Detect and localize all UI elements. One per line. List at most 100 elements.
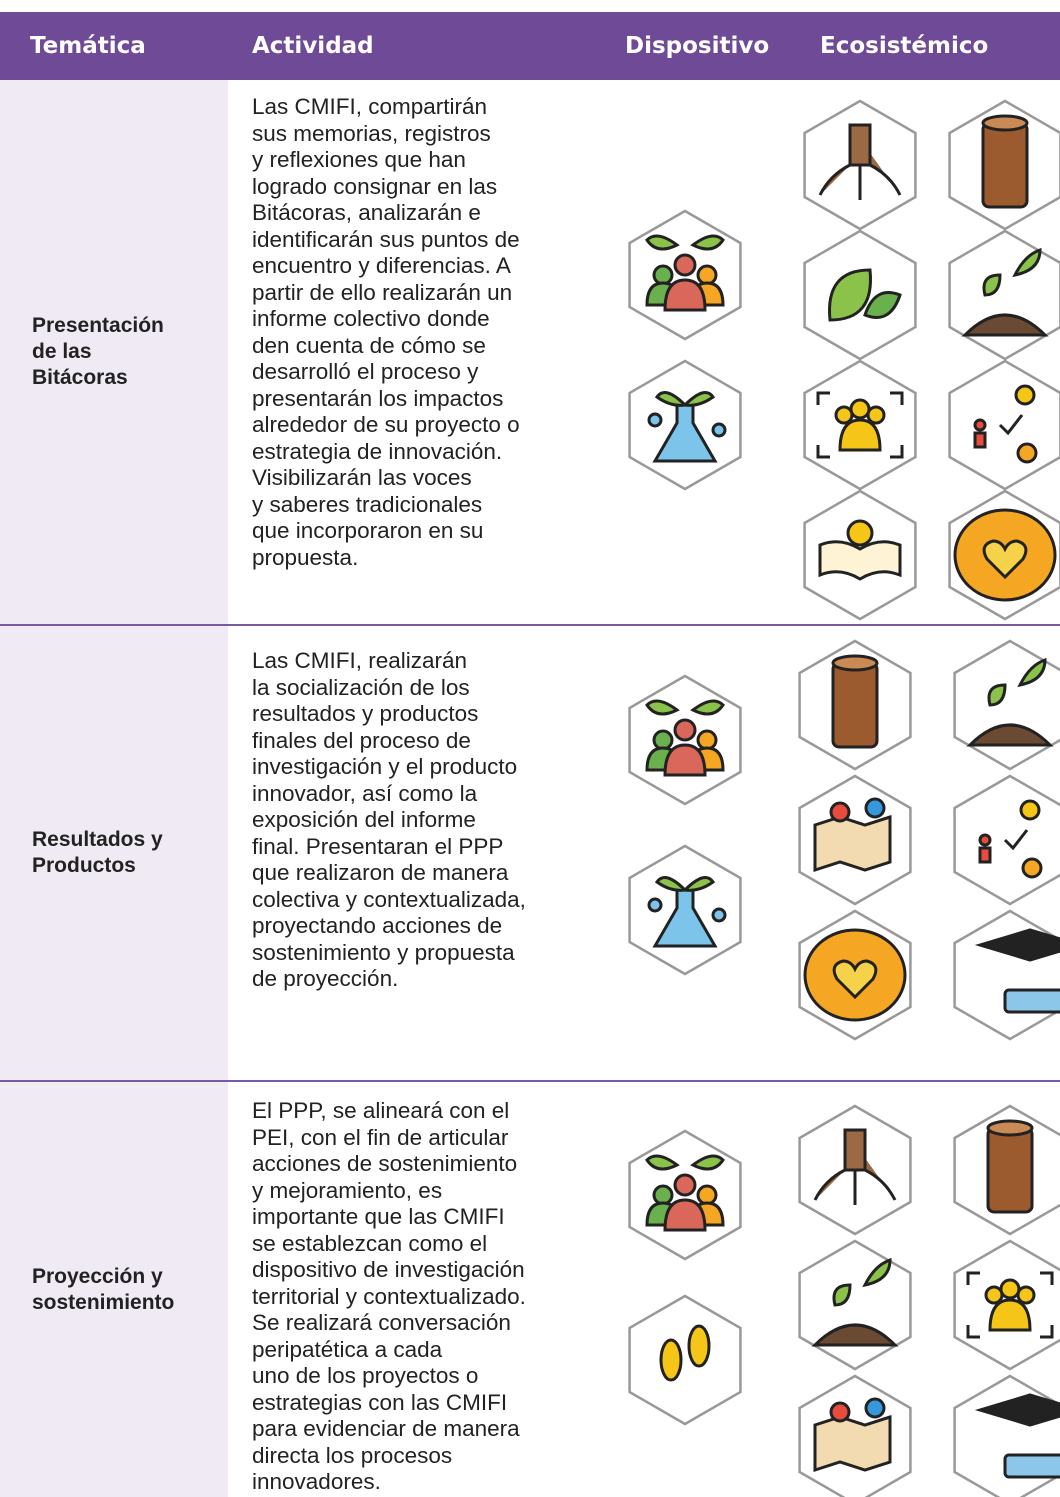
text-line: importante que las CMIFI — [252, 1204, 505, 1229]
icon-part — [647, 412, 663, 428]
icon — [798, 1104, 912, 1236]
row-divider — [0, 1080, 1060, 1082]
icon-part — [696, 1184, 718, 1206]
hexagon — [803, 99, 917, 231]
icon-part — [981, 121, 1029, 209]
icon-part — [687, 1324, 711, 1368]
icon-part — [831, 661, 879, 749]
icon — [953, 639, 1060, 771]
hexagon — [953, 1239, 1060, 1371]
icon-part — [966, 1271, 1054, 1339]
hexagon — [953, 774, 1060, 906]
text-line: proyectando acciones de — [252, 913, 503, 938]
side-column — [0, 80, 228, 1497]
icon-part — [816, 391, 904, 459]
icon-part — [961, 313, 1049, 337]
icon-part — [696, 264, 718, 286]
text-line: El PPP, se alineará con el — [252, 1098, 510, 1123]
icon-part — [986, 1119, 1034, 1137]
text-line: Resultados y — [32, 828, 163, 851]
header-cell: Dispositivo — [625, 33, 770, 59]
header-cell: Temática — [30, 33, 146, 59]
icon-part — [848, 123, 872, 167]
text-line: territorial y contextualizado. — [252, 1283, 526, 1309]
text-line: estrategias con las CMIFI — [252, 1389, 508, 1415]
hexagon — [948, 359, 1060, 491]
text-line: que incorporaron en su — [252, 518, 484, 543]
hexagon — [798, 1104, 912, 1236]
icon-part — [813, 1414, 892, 1473]
icon-part — [811, 1323, 899, 1347]
text-line: Las CMIFI, compartirán — [252, 94, 488, 119]
text-line: PEI, con el fin de articular — [252, 1124, 509, 1150]
icon-part — [690, 234, 725, 251]
text-line: uno de los proyectos o — [252, 1363, 479, 1388]
icon — [798, 639, 912, 771]
icon-part — [966, 723, 1054, 747]
icon — [798, 774, 912, 906]
text-line: finales del proceso de — [252, 727, 471, 753]
icon-part — [982, 539, 1028, 580]
text-line: alrededor de su proyecto o — [252, 412, 520, 437]
icon-part — [673, 1173, 697, 1197]
text-line: y saberes tradicionales — [252, 491, 483, 517]
text-line: que realizaron de manera — [252, 860, 509, 885]
icon — [948, 489, 1060, 621]
icon-part — [973, 431, 987, 449]
text-line: sus memorias, registros — [252, 120, 491, 146]
text-line: sostenimiento y propuesta — [252, 939, 515, 965]
header-bar — [0, 12, 1060, 80]
icon-part — [654, 876, 716, 892]
icon-part — [828, 268, 872, 322]
icon-part — [832, 959, 878, 1000]
icon-part — [838, 418, 882, 452]
text-line: resultados y productos — [252, 701, 479, 726]
icon-part — [659, 1338, 683, 1382]
text-line: Presentación — [32, 314, 164, 337]
icon — [953, 909, 1060, 1041]
icon — [948, 359, 1060, 491]
text-line: exposición del informe — [252, 807, 476, 832]
icon — [628, 1294, 742, 1426]
hexagon — [798, 1374, 912, 1497]
tematica-cell: Proyección y sostenimiento — [32, 1264, 222, 1316]
icon-part — [974, 1393, 1060, 1427]
text-line: dispositivo de investigación — [252, 1257, 525, 1282]
icon-part — [818, 540, 902, 581]
icon — [628, 1129, 742, 1261]
actividad-cell: Las CMIFI, realizarán la socialización de… — [252, 648, 602, 993]
icon-part — [1016, 442, 1038, 464]
icon-part — [652, 888, 718, 948]
icon-part — [1003, 988, 1060, 1014]
hexagon — [803, 489, 917, 621]
text-line: sostenimiento — [32, 1290, 175, 1314]
icon — [628, 844, 742, 976]
icon-part — [1003, 1453, 1060, 1479]
tematica-cell: Presentación de las Bitácoras — [32, 313, 222, 391]
icon-part — [1012, 247, 1042, 278]
text-line: estrategia de innovación. — [252, 438, 503, 464]
text-line: propuesta. — [252, 544, 359, 570]
hexagon — [628, 1129, 742, 1261]
hexagon — [628, 674, 742, 806]
icon-part — [846, 519, 874, 547]
icon — [953, 774, 1060, 906]
icon-part — [645, 1154, 680, 1171]
icon-part — [986, 1126, 1034, 1214]
icon-part — [988, 1298, 1032, 1332]
row-divider — [0, 624, 1060, 626]
icon-part — [863, 291, 902, 319]
text-line: y reflexiones que han — [252, 147, 466, 172]
icon — [948, 99, 1060, 231]
text-line: identificarán sus puntos de — [252, 226, 520, 252]
icon-part — [829, 1401, 851, 1423]
text-line: innovadores. — [252, 1469, 381, 1494]
icon — [803, 229, 917, 361]
icon-part — [831, 654, 879, 672]
icon — [803, 99, 917, 231]
icon — [953, 1239, 1060, 1371]
hexagon — [948, 229, 1060, 361]
icon-part — [981, 114, 1029, 132]
icon-part — [652, 403, 718, 463]
